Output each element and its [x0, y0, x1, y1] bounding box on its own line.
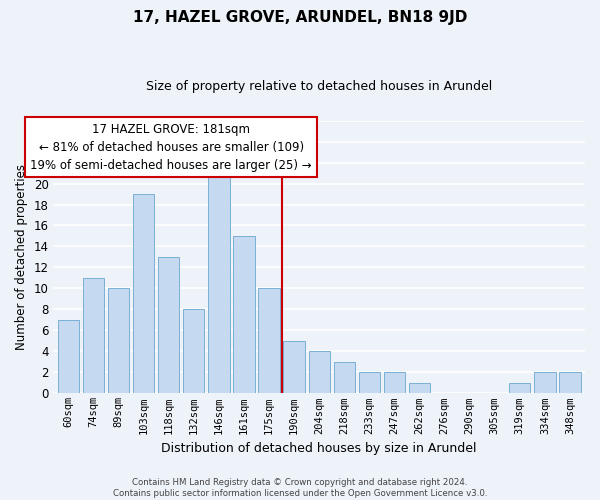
- Bar: [509, 383, 530, 394]
- Bar: [158, 257, 179, 394]
- Text: Contains HM Land Registry data © Crown copyright and database right 2024.
Contai: Contains HM Land Registry data © Crown c…: [113, 478, 487, 498]
- Bar: [308, 352, 330, 394]
- Bar: [359, 372, 380, 394]
- Title: Size of property relative to detached houses in Arundel: Size of property relative to detached ho…: [146, 80, 493, 93]
- Bar: [108, 288, 129, 394]
- Text: 17 HAZEL GROVE: 181sqm
← 81% of detached houses are smaller (109)
19% of semi-de: 17 HAZEL GROVE: 181sqm ← 81% of detached…: [31, 122, 312, 172]
- Bar: [83, 278, 104, 394]
- Bar: [409, 383, 430, 394]
- X-axis label: Distribution of detached houses by size in Arundel: Distribution of detached houses by size …: [161, 442, 477, 455]
- Bar: [233, 236, 254, 394]
- Bar: [283, 341, 305, 394]
- Bar: [334, 362, 355, 394]
- Bar: [58, 320, 79, 394]
- Bar: [534, 372, 556, 394]
- Bar: [208, 173, 230, 394]
- Bar: [133, 194, 154, 394]
- Bar: [559, 372, 581, 394]
- Text: 17, HAZEL GROVE, ARUNDEL, BN18 9JD: 17, HAZEL GROVE, ARUNDEL, BN18 9JD: [133, 10, 467, 25]
- Bar: [259, 288, 280, 394]
- Bar: [384, 372, 405, 394]
- Y-axis label: Number of detached properties: Number of detached properties: [15, 164, 28, 350]
- Bar: [183, 310, 205, 394]
